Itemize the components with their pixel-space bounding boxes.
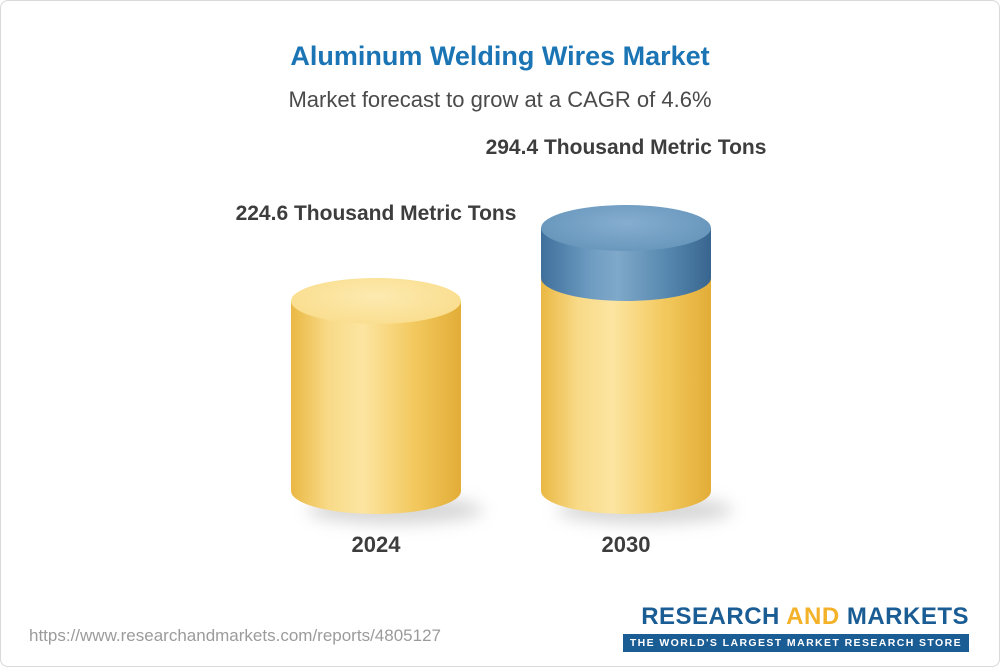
bar-2030-top-ellipse (541, 205, 711, 251)
bar-2024-top-ellipse (291, 278, 461, 324)
logo-tagline: THE WORLD'S LARGEST MARKET RESEARCH STOR… (622, 634, 969, 652)
value-label-2030: 294.4 Thousand Metric Tons (485, 136, 767, 159)
bar-2024-body (291, 301, 461, 514)
x-axis-label-2024: 2024 (351, 532, 401, 557)
logo-wordmark: RESEARCH AND MARKETS (623, 603, 969, 631)
value-label-2024: 224.6 Thousand Metric Tons (235, 202, 517, 225)
logo-word-and: AND (786, 603, 840, 630)
bar-2030-yellow-body (541, 278, 711, 514)
chart-title: Aluminum Welding Wires Market (290, 41, 710, 71)
report-url: https://www.researchandmarkets.com/repor… (29, 626, 441, 645)
chart-subtitle: Market forecast to grow at a CAGR of 4.6… (288, 87, 712, 112)
bar-2024-cylinder (291, 278, 483, 524)
logo-word-research: RESEARCH (641, 603, 780, 630)
logo-word-markets: MARKETS (846, 603, 969, 630)
x-axis-label-2030: 2030 (601, 532, 651, 557)
researchandmarkets-logo: RESEARCH AND MARKETS THE WORLD'S LARGEST… (622, 603, 969, 652)
bar-2030-cylinder (541, 205, 733, 524)
